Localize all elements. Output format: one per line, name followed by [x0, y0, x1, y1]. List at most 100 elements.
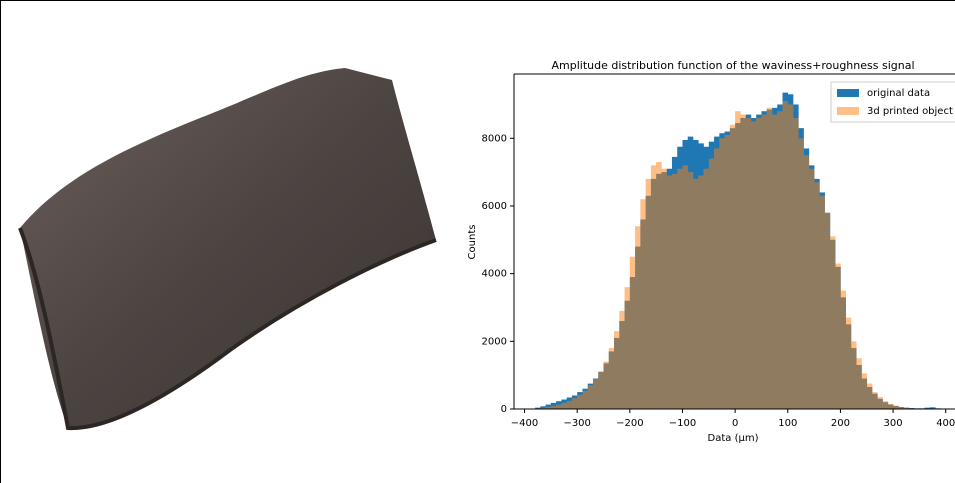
legend-label: original data	[867, 88, 930, 99]
bar	[761, 114, 768, 409]
bar	[814, 182, 820, 409]
bar	[924, 407, 931, 409]
x-tick-label: −400	[511, 418, 538, 429]
bar	[666, 175, 673, 409]
photo	[18, 68, 437, 431]
bar	[698, 175, 704, 409]
bar	[545, 404, 552, 409]
bar	[856, 358, 862, 409]
y-tick-label: 8000	[482, 133, 507, 144]
y-axis-label: Counts	[467, 225, 478, 260]
bar	[798, 138, 804, 410]
bar	[619, 310, 625, 409]
legend-swatch	[837, 89, 859, 97]
bar	[840, 290, 846, 409]
x-tick-label: −200	[616, 418, 643, 429]
bar	[661, 168, 667, 409]
y-tick-label: 0	[501, 404, 507, 415]
bar	[845, 317, 852, 409]
bar	[708, 158, 715, 409]
bar	[714, 148, 720, 409]
y-tick-label: 2000	[482, 336, 507, 347]
bar	[545, 406, 552, 409]
bar	[850, 341, 857, 409]
bar	[587, 385, 594, 409]
bar	[756, 117, 762, 409]
bar	[614, 331, 620, 409]
bar	[872, 392, 878, 409]
bar	[745, 117, 752, 409]
bar	[824, 212, 831, 409]
x-tick-label: 300	[884, 418, 903, 429]
bar	[829, 236, 836, 409]
bar	[677, 168, 683, 409]
bar	[750, 121, 757, 410]
x-tick-label: 200	[831, 418, 850, 429]
legend-box	[830, 81, 955, 123]
bar	[903, 407, 910, 409]
bar	[819, 195, 825, 409]
y-tick-label: 6000	[482, 201, 507, 212]
bar	[608, 348, 615, 409]
bar	[887, 403, 894, 409]
bar	[629, 256, 636, 409]
bar	[740, 114, 746, 409]
x-tick-label: −300	[563, 418, 590, 429]
bar	[861, 373, 868, 409]
x-axis-label: Data (μm)	[708, 433, 759, 444]
bar	[729, 124, 736, 410]
bar	[893, 405, 899, 409]
x-tick-label: −100	[669, 418, 696, 429]
bar	[877, 397, 883, 409]
bar	[703, 168, 710, 409]
bar	[535, 407, 541, 409]
bar	[598, 371, 604, 409]
plot-area	[529, 92, 947, 410]
bar	[693, 178, 699, 409]
bar	[835, 263, 841, 409]
bar	[735, 111, 741, 409]
x-tick-label: 400	[936, 418, 955, 429]
bar	[561, 402, 567, 409]
bar	[624, 287, 631, 409]
series	[535, 101, 931, 410]
bar	[682, 165, 689, 409]
chart-title: Amplitude distribution function of the w…	[551, 59, 914, 72]
x-tick-label: 100	[778, 418, 797, 429]
bar	[929, 407, 936, 409]
bar	[635, 226, 641, 409]
bar	[719, 138, 725, 410]
bar	[787, 104, 794, 410]
bar	[540, 406, 546, 409]
bar	[650, 165, 657, 409]
bar	[777, 111, 783, 409]
bar	[577, 394, 583, 409]
bar	[687, 172, 694, 409]
bar	[550, 402, 557, 409]
x-tick-label: 0	[732, 418, 738, 429]
bar	[866, 383, 873, 409]
bar	[793, 117, 799, 409]
bar	[771, 114, 778, 409]
legend-label: 3d printed object	[867, 106, 953, 117]
bar	[803, 155, 810, 409]
bar	[571, 398, 578, 409]
bar	[645, 178, 652, 409]
bar	[882, 401, 889, 409]
bar	[540, 407, 546, 409]
bar	[724, 134, 731, 409]
bar	[582, 390, 589, 409]
bar	[898, 406, 904, 409]
bar	[592, 379, 599, 409]
bar	[671, 173, 678, 409]
bar	[603, 361, 610, 409]
bar	[556, 404, 562, 409]
bar	[550, 405, 557, 409]
bar	[782, 101, 789, 409]
bar	[640, 199, 646, 409]
legend-swatch	[837, 107, 859, 115]
bar	[656, 161, 662, 409]
bar	[766, 107, 773, 410]
